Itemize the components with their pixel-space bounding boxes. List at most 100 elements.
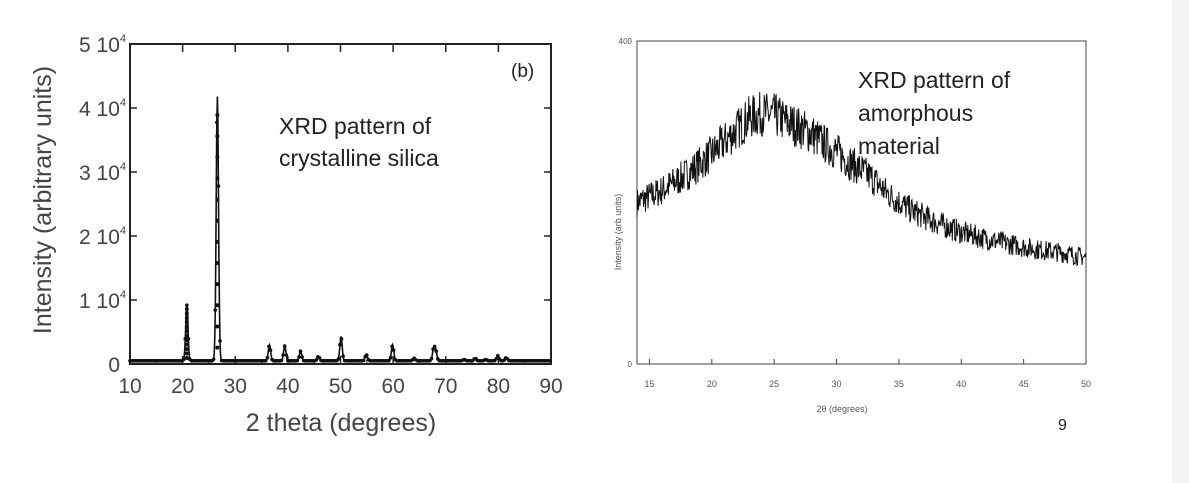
x-tick-label: 20 xyxy=(707,379,717,389)
x-axis-label-crystalline: 2 theta (degrees) xyxy=(246,409,436,437)
peak-point xyxy=(184,329,189,334)
data-point xyxy=(338,342,342,347)
x-tick-label: 50 xyxy=(1081,379,1091,389)
peak-point xyxy=(184,351,189,356)
data-point xyxy=(494,356,499,361)
plot-frame-crystalline xyxy=(129,43,552,365)
data-point xyxy=(434,349,439,354)
data-point xyxy=(361,358,366,363)
peak-point xyxy=(215,218,220,223)
xrd-markers-crystalline xyxy=(128,112,552,363)
data-point xyxy=(281,353,285,357)
data-point xyxy=(387,358,391,363)
x-tick-label: 30 xyxy=(832,379,842,389)
y-tick-label: 4 104 xyxy=(79,97,126,121)
peak-point xyxy=(215,345,220,350)
data-point xyxy=(181,357,186,362)
peak-point xyxy=(184,356,189,361)
x-axis-ticks-amorphous: 15 20 25 30 35 40 45 50 xyxy=(644,359,1091,389)
data-point xyxy=(390,344,394,349)
x-tick-label: 20 xyxy=(171,375,194,398)
annotation-crystalline-line1: XRD pattern of xyxy=(279,113,432,139)
peak-point xyxy=(184,338,189,343)
x-tick-label: 35 xyxy=(894,379,904,389)
data-point xyxy=(496,353,500,358)
peak-point xyxy=(184,342,189,347)
x-tick-label: 45 xyxy=(1019,379,1029,389)
annotation-crystalline-line2: crystalline silica xyxy=(279,145,439,171)
data-point xyxy=(432,344,437,349)
panel-label: (b) xyxy=(511,61,534,82)
peak-point xyxy=(184,347,189,352)
chart-crystalline: 0 1 104 2 104 3 104 4 104 5 104 10 20 30 40 50 60 7… xyxy=(29,33,563,437)
data-point xyxy=(211,357,216,361)
peak-point xyxy=(215,197,220,202)
x-tick-label: 70 xyxy=(434,375,457,398)
data-point xyxy=(215,120,219,125)
data-point xyxy=(388,355,393,360)
y-tick-label: 2 104 xyxy=(79,225,126,249)
y-axis-label-amorphous: Intensity (arb units) xyxy=(613,194,623,271)
y-tick-label: 400 xyxy=(619,37,633,46)
data-point xyxy=(336,357,341,361)
peak-point xyxy=(184,315,189,320)
data-point xyxy=(216,184,221,188)
chart-amorphous: 0 400 15 20 25 30 35 40 45 50 XRD pattern of amo… xyxy=(613,37,1091,414)
x-tick-label: 10 xyxy=(118,375,141,398)
x-tick-label: 90 xyxy=(539,375,562,398)
x-tick-label: 60 xyxy=(381,375,404,398)
peak-point xyxy=(184,311,189,316)
x-tick-label: 15 xyxy=(644,379,654,389)
peak-point xyxy=(215,155,220,160)
peak-point xyxy=(215,112,220,117)
data-point xyxy=(282,344,287,348)
annotation-amorphous-line2: amorphous xyxy=(858,100,973,126)
data-point xyxy=(295,358,300,363)
y-tick-label: 0 xyxy=(628,360,633,369)
peak-point xyxy=(184,320,189,325)
y-tick-label: 1 104 xyxy=(79,289,126,313)
data-point xyxy=(185,303,189,307)
peak-point xyxy=(215,261,220,266)
y-tick-label: 0 xyxy=(108,354,120,377)
y-axis-ticks-amorphous: 0 400 xyxy=(619,37,641,369)
data-point xyxy=(284,353,289,357)
data-point xyxy=(429,356,434,361)
data-point xyxy=(391,348,396,353)
peak-point xyxy=(184,324,189,329)
data-point xyxy=(267,344,271,349)
peak-point xyxy=(215,239,220,244)
data-point xyxy=(300,355,304,359)
peak-point xyxy=(215,324,220,329)
x-tick-label: 80 xyxy=(487,375,510,398)
data-point xyxy=(341,354,345,358)
peak-point xyxy=(215,303,220,308)
x-tick-label: 50 xyxy=(329,375,352,398)
data-point xyxy=(431,347,435,351)
x-tick-label: 40 xyxy=(956,379,966,389)
x-tick-label: 40 xyxy=(276,375,299,398)
scrollbar-strip xyxy=(1172,0,1189,483)
page-number: 9 xyxy=(1058,417,1067,434)
peak-point xyxy=(184,307,189,312)
y-tick-label: 3 104 xyxy=(79,161,126,185)
data-point xyxy=(298,349,303,354)
data-point xyxy=(279,358,284,363)
xrd-trace-amorphous xyxy=(636,92,1087,267)
data-point xyxy=(314,358,319,362)
data-point xyxy=(548,359,552,363)
data-point xyxy=(213,308,218,312)
y-axis-ticks-crystalline: 0 1 104 2 104 3 104 4 104 5 104 xyxy=(79,33,551,377)
data-point xyxy=(268,348,273,353)
data-point xyxy=(265,355,270,360)
annotation-amorphous-line1: XRD pattern of xyxy=(858,67,1011,93)
peak-point xyxy=(184,333,189,338)
x-axis-label-amorphous: 2θ (degrees) xyxy=(816,404,867,414)
data-point xyxy=(263,358,268,363)
peak-point xyxy=(215,282,220,287)
data-point xyxy=(297,355,301,359)
x-tick-label: 25 xyxy=(769,379,779,389)
data-point xyxy=(339,337,344,341)
data-point xyxy=(218,339,222,343)
